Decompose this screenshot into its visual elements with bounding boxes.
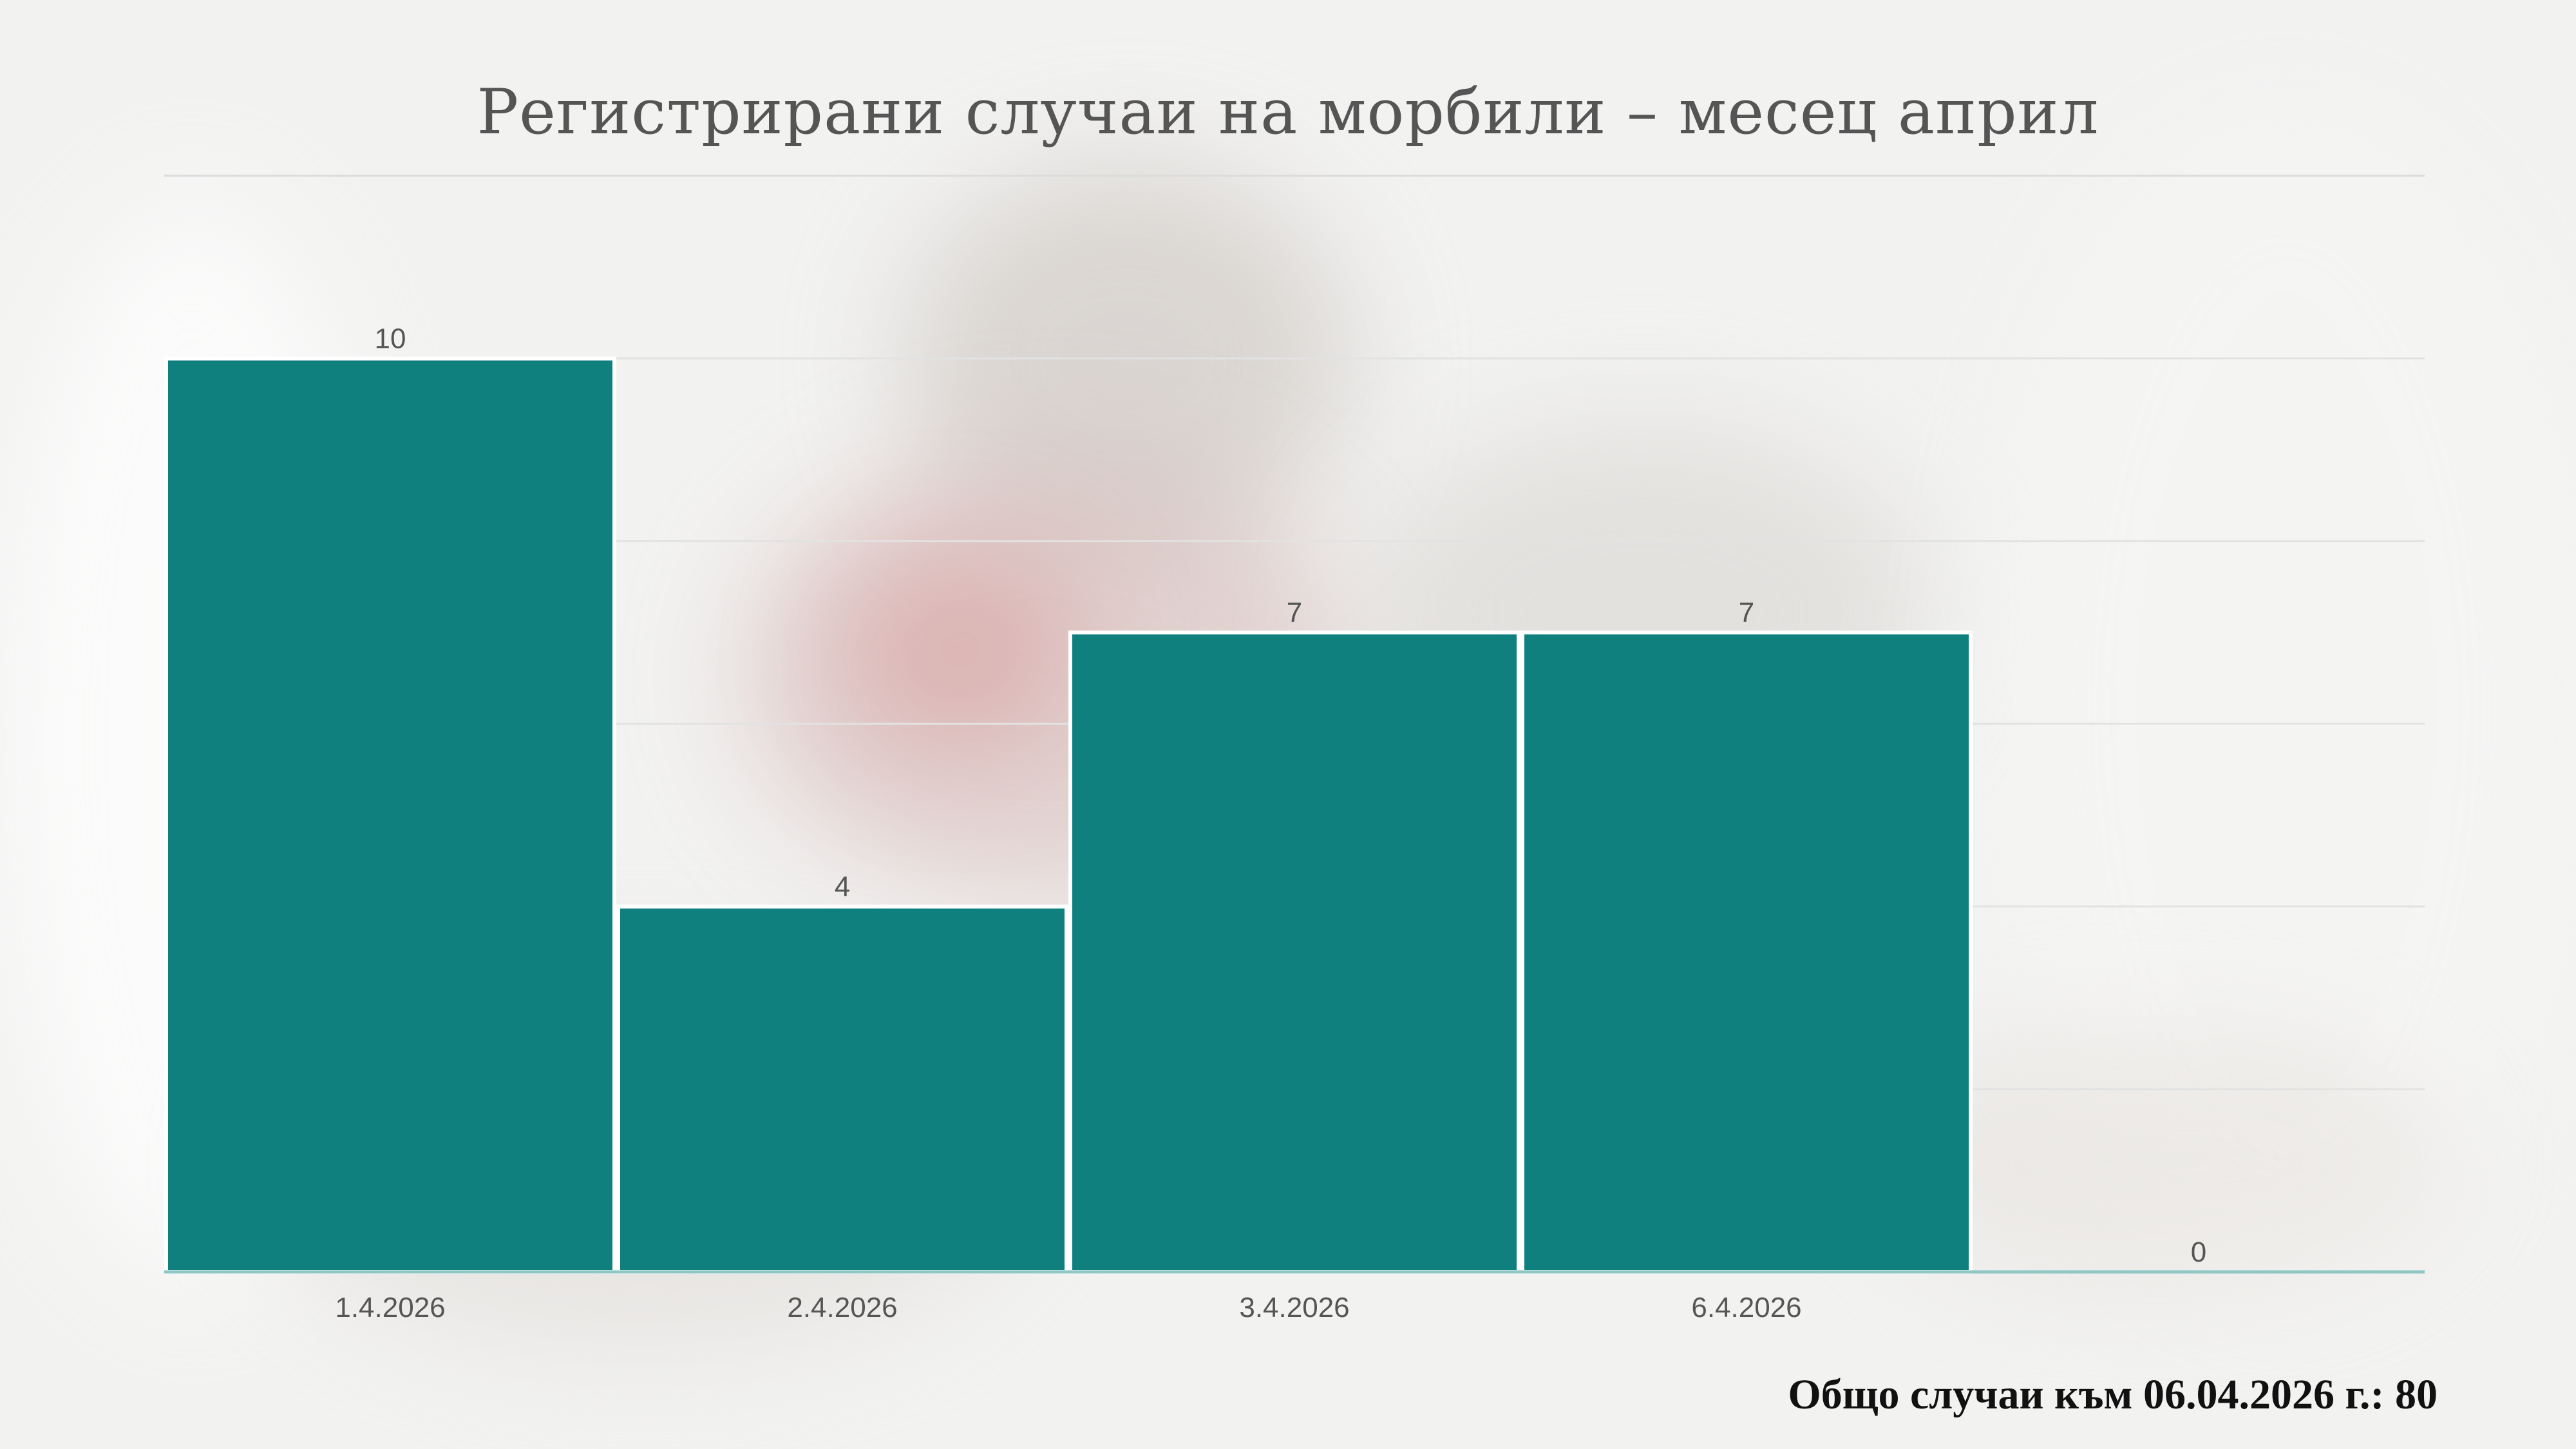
x-tick-label: 2.4.2026 (787, 1292, 897, 1323)
x-tick-label: 6.4.2026 (1691, 1292, 1801, 1323)
chart-title: Регистрирани случаи на морбили – месец а… (477, 76, 2099, 148)
bars (164, 356, 1973, 1274)
data-label: 0 (2191, 1236, 2206, 1268)
total-cases-note: Общо случаи към 06.04.2026 г.: 80 (1788, 1371, 2438, 1418)
bar (616, 904, 1068, 1274)
x-tick-label: 3.4.2026 (1239, 1292, 1349, 1323)
bar (164, 356, 616, 1274)
x-tick-labels: 1.4.2026 2.4.2026 3.4.2026 6.4.2026 (335, 1292, 1801, 1323)
x-tick-label: 1.4.2026 (335, 1292, 445, 1323)
data-label: 7 (1739, 597, 1754, 629)
data-label: 4 (835, 871, 850, 903)
bar (1520, 630, 1973, 1274)
data-label: 10 (375, 323, 406, 355)
data-labels: 10 4 7 7 0 (375, 323, 2207, 1268)
data-label: 7 (1287, 597, 1302, 629)
bar (1068, 630, 1520, 1274)
